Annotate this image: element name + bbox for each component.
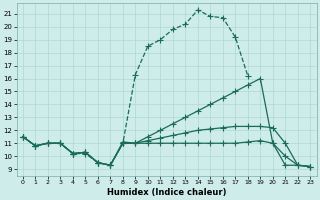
X-axis label: Humidex (Indice chaleur): Humidex (Indice chaleur) [107, 188, 226, 197]
